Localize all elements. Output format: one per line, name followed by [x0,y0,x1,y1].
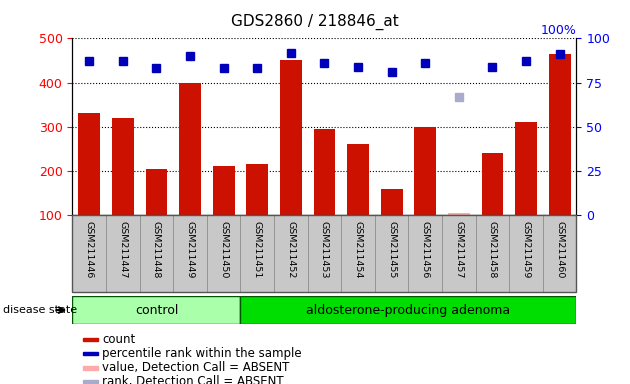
Bar [83,366,98,369]
Bar [347,144,369,215]
Bar [280,60,302,215]
Text: GSM211450: GSM211450 [219,221,228,278]
Text: rank, Detection Call = ABSENT: rank, Detection Call = ABSENT [102,375,284,384]
Bar [481,153,503,215]
Text: 100%: 100% [541,24,576,36]
Text: GSM211455: GSM211455 [387,221,396,278]
Bar [146,169,168,215]
Text: GSM211457: GSM211457 [454,221,463,278]
Bar [274,215,307,292]
Text: GSM211453: GSM211453 [320,221,329,278]
Text: value, Detection Call = ABSENT: value, Detection Call = ABSENT [102,361,289,374]
Text: GSM211454: GSM211454 [353,221,362,278]
Bar [415,127,436,215]
Bar [83,380,98,383]
Bar [509,215,543,292]
Bar [72,215,106,292]
Text: percentile rank within the sample: percentile rank within the sample [102,347,302,360]
Bar [140,215,173,292]
Bar [408,215,442,292]
Bar [341,215,375,292]
Text: GSM211448: GSM211448 [152,221,161,278]
Bar [375,215,408,292]
Text: GSM211458: GSM211458 [488,221,497,278]
Bar [241,215,274,292]
Bar [112,118,134,215]
Text: GSM211452: GSM211452 [287,221,295,278]
Bar [381,189,403,215]
Text: GSM211456: GSM211456 [421,221,430,278]
Text: GSM211460: GSM211460 [555,221,564,278]
Bar [246,164,268,215]
Text: count: count [102,333,135,346]
Bar [106,215,140,292]
Bar [476,215,509,292]
Text: GSM211459: GSM211459 [522,221,530,278]
Bar [173,215,207,292]
Text: GSM211446: GSM211446 [85,221,94,278]
Bar [83,352,98,355]
Bar [241,296,576,324]
Text: control: control [135,304,178,316]
Text: disease state: disease state [3,305,77,315]
Text: GDS2860 / 218846_at: GDS2860 / 218846_at [231,13,399,30]
Text: GSM211449: GSM211449 [186,221,195,278]
Bar [515,122,537,215]
Bar [549,54,571,215]
Text: GSM211451: GSM211451 [253,221,261,278]
Bar [314,129,335,215]
Text: GSM211447: GSM211447 [118,221,127,278]
Bar [72,296,241,324]
Text: aldosterone-producing adenoma: aldosterone-producing adenoma [306,304,510,316]
Bar [307,215,341,292]
Bar [442,215,476,292]
Bar [207,215,241,292]
Bar [448,213,470,215]
Bar [213,167,234,215]
Bar [83,338,98,341]
Bar [78,114,100,215]
Bar [179,83,201,215]
Bar [543,215,576,292]
